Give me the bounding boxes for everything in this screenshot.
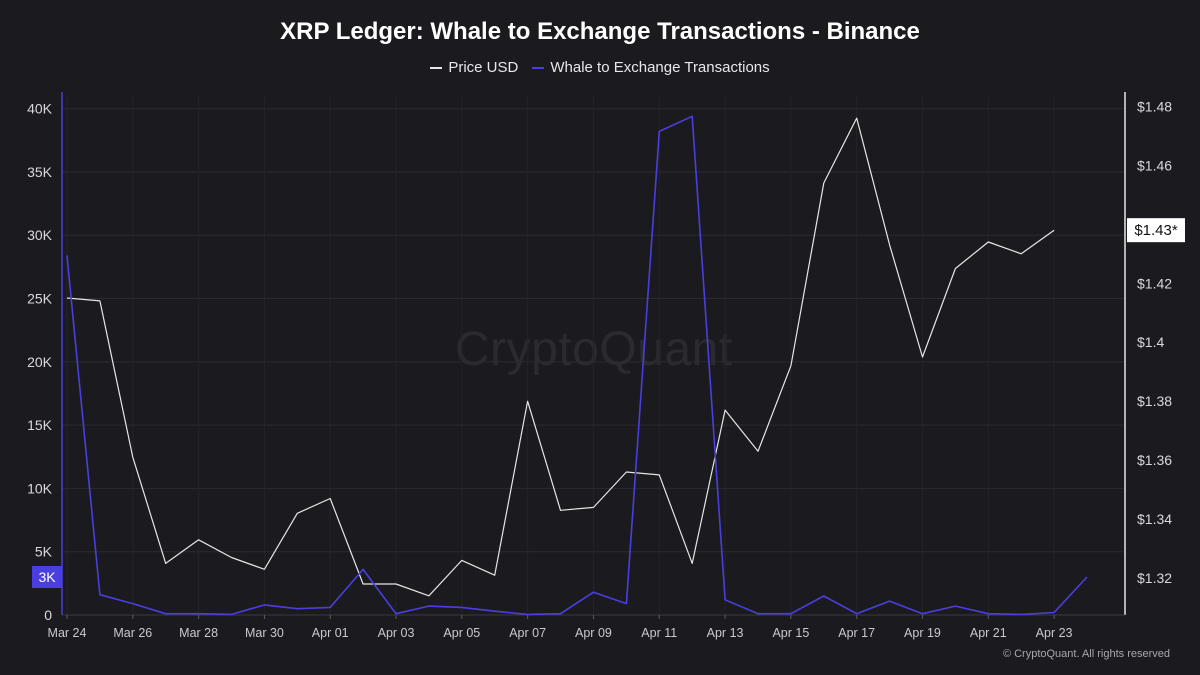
chart-legend: Price USD Whale to Exchange Transactions <box>0 59 1200 76</box>
y-left-tick-label: 10K <box>27 480 53 496</box>
x-tick-label: Mar 26 <box>113 626 152 640</box>
legend-swatch <box>430 66 443 69</box>
whale-current-value-label: 3K <box>38 569 56 585</box>
x-tick-label: Apr 01 <box>312 626 349 640</box>
x-tick-label: Apr 11 <box>641 626 677 640</box>
price-current-value-label: $1.43* <box>1134 222 1178 239</box>
y-right-tick-label: $1.46 <box>1137 157 1172 173</box>
whale-transactions-line <box>66 115 1088 616</box>
x-tick-label: Apr 09 <box>575 626 612 640</box>
x-tick-label: Mar 24 <box>48 626 87 640</box>
x-tick-label: Mar 28 <box>179 626 218 640</box>
y-left-tick-label: 35K <box>27 164 53 180</box>
legend-swatch <box>532 66 545 69</box>
x-tick-label: Apr 15 <box>772 626 809 640</box>
y-right-tick-label: $1.48 <box>1137 98 1172 114</box>
y-left-tick-label: 0 <box>44 607 52 623</box>
x-tick-label: Apr 05 <box>443 626 480 640</box>
y-right-tick-label: $1.34 <box>1137 511 1172 527</box>
whale-current-value-badge <box>32 566 62 589</box>
x-tick-label: Apr 07 <box>509 626 546 640</box>
y-left-tick-label: 25K <box>27 291 53 307</box>
y-right-tick-label: $1.32 <box>1137 570 1172 586</box>
legend-label: Price USD <box>448 59 519 76</box>
x-tick-label: Apr 13 <box>707 626 744 640</box>
y-right-tick-label: $1.4 <box>1137 334 1164 350</box>
x-tick-label: Apr 23 <box>1036 626 1073 640</box>
y-right-tick-label: $1.36 <box>1137 452 1172 468</box>
price-usd-line <box>66 117 1055 597</box>
legend-item[interactable]: Price USD <box>430 59 518 76</box>
y-left-tick-label: 20K <box>27 354 53 370</box>
x-tick-label: Apr 19 <box>904 626 941 640</box>
y-left-tick-label: 40K <box>27 101 53 117</box>
x-tick-label: Apr 03 <box>378 626 415 640</box>
legend-item[interactable]: Whale to Exchange Transactions <box>532 59 770 76</box>
x-tick-label: Apr 21 <box>970 626 1007 640</box>
y-right-tick-label: $1.42 <box>1137 275 1172 291</box>
y-left-tick-label: 30K <box>27 227 53 243</box>
y-left-tick-label: 5K <box>35 544 53 560</box>
copyright-notice: © CryptoQuant. All rights reserved <box>1002 648 1170 660</box>
chart-title: XRP Ledger: Whale to Exchange Transactio… <box>280 18 920 45</box>
y-left-tick-label: 15K <box>27 417 53 433</box>
y-right-tick-label: $1.38 <box>1137 393 1172 409</box>
x-tick-label: Apr 17 <box>838 626 875 640</box>
price-current-value-badge <box>1127 218 1185 243</box>
x-tick-label: Mar 30 <box>245 626 284 640</box>
legend-label: Whale to Exchange Transactions <box>550 59 770 76</box>
